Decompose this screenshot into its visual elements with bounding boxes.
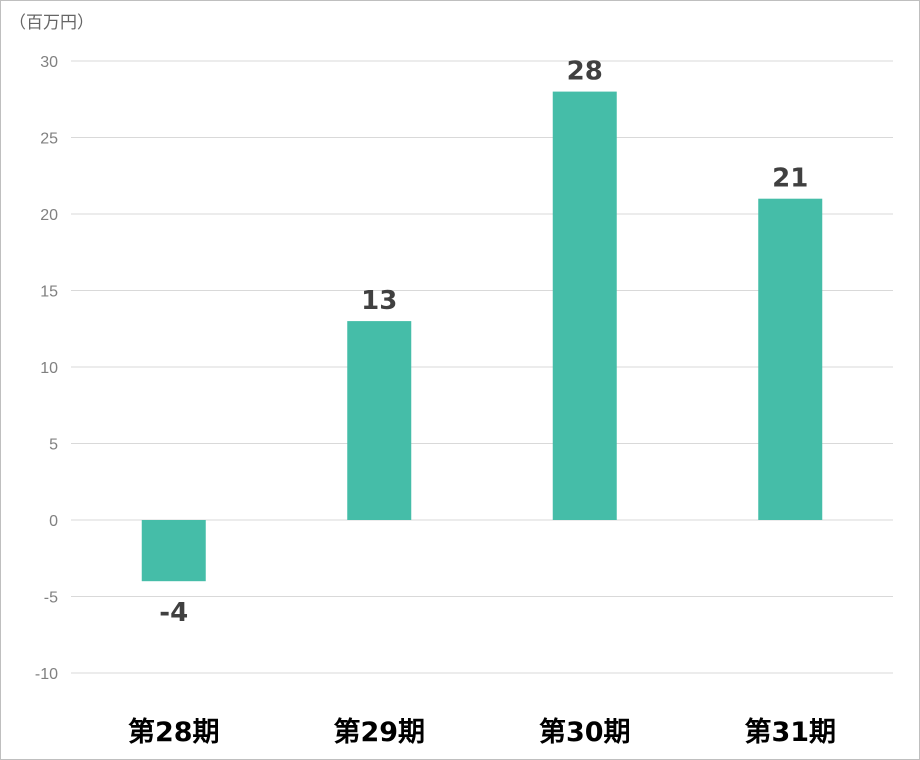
unit-label: （百万円）: [9, 13, 94, 33]
x-category-label: 第31期: [744, 716, 836, 748]
x-axis-categories: 第28期 第29期 第30期 第31期: [128, 716, 836, 748]
y-tick-label: -10: [35, 666, 58, 683]
data-labels: -4 13 28 21: [159, 57, 808, 629]
y-tick-label: 20: [40, 207, 58, 224]
y-tick-label: 10: [40, 360, 58, 377]
bars: [141, 91, 823, 582]
y-tick-label: 30: [40, 54, 58, 71]
x-category-label: 第30期: [539, 716, 631, 748]
bar: [552, 91, 617, 520]
y-tick-label: 5: [49, 437, 58, 454]
y-tick-label: -5: [44, 590, 58, 607]
data-label: 21: [772, 164, 808, 194]
x-category-label: 第28期: [128, 716, 220, 748]
data-label: 13: [361, 286, 397, 316]
x-category-label: 第29期: [333, 716, 425, 748]
y-axis-ticks: 30 25 20 15 10 5 0 -5 -10: [35, 54, 58, 683]
bar: [141, 520, 206, 582]
y-tick-label: 0: [49, 513, 58, 530]
data-label: -4: [159, 598, 188, 628]
y-tick-label: 15: [40, 284, 58, 301]
data-label: 28: [567, 57, 603, 87]
bar: [347, 321, 412, 520]
gridlines: [71, 60, 893, 674]
bar: [758, 198, 823, 520]
y-tick-label: 25: [40, 131, 58, 148]
